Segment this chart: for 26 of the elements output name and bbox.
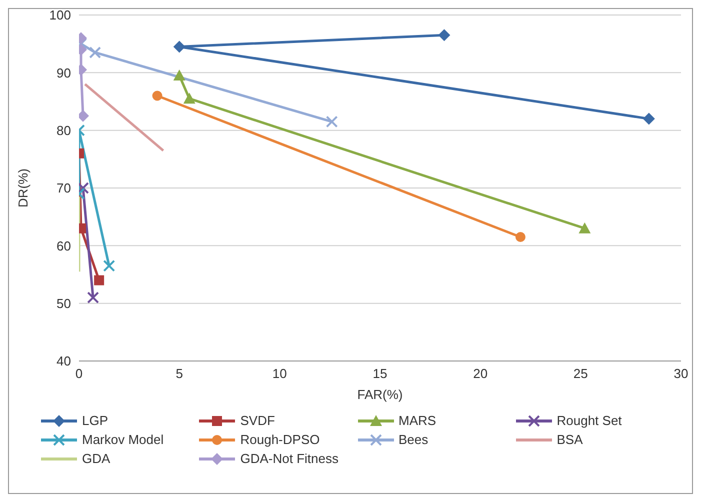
x-tick-label: 20 (473, 366, 488, 382)
x-tick-label: 5 (176, 366, 183, 382)
legend-label: LGP (82, 413, 108, 428)
y-tick-label: 50 (56, 296, 71, 311)
legend-label: SVDF (240, 413, 275, 428)
legend-label: Rought Set (556, 413, 622, 428)
y-axis-title: DR(%) (16, 168, 31, 208)
y-tick-label: 40 (56, 354, 71, 369)
legend-label: BSA (556, 432, 583, 447)
legend-label: MARS (398, 413, 436, 428)
y-tick-label: 70 (56, 180, 71, 196)
x-tick-label: 30 (674, 366, 688, 382)
x-tick-label: 25 (573, 366, 588, 382)
legend-label: GDA (82, 451, 110, 466)
x-axis-title: FAR(%) (357, 387, 403, 402)
x-tick-label: 10 (272, 366, 287, 382)
y-tick-label: 100 (49, 8, 71, 23)
legend-label: GDA-Not Fitness (240, 451, 338, 466)
legend-label: Markov Model (82, 432, 164, 447)
legend-label: Bees (398, 432, 428, 447)
y-tick-label: 60 (56, 238, 71, 254)
y-tick-label: 90 (56, 65, 71, 80)
y-tick-label: 80 (56, 122, 71, 138)
x-tick-label: 0 (75, 366, 83, 382)
x-tick-label: 15 (372, 366, 388, 382)
legend-label: Rough-DPSO (240, 432, 320, 447)
